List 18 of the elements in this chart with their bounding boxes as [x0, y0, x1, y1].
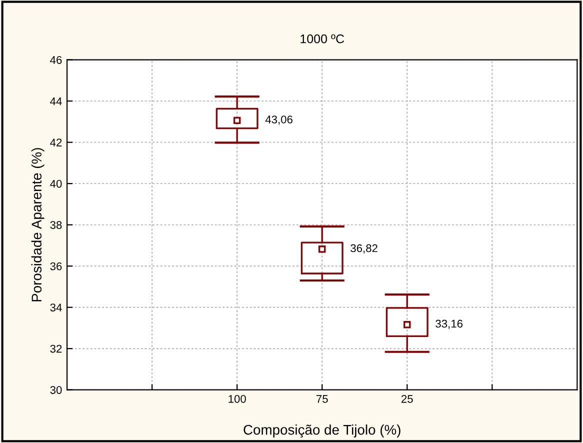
text: 36,82 — [350, 244, 378, 254]
text: 43,06 — [265, 116, 292, 125]
x-tick-label: 100 — [228, 394, 246, 403]
x-tick-label: 25 — [402, 394, 413, 403]
y-tick-label: 32 — [50, 344, 62, 353]
y-tick-label: 46 — [50, 56, 62, 64]
text: 33,16 — [436, 320, 462, 329]
y-tick-label: 38 — [50, 221, 62, 229]
chart-title: 1000 ºC — [300, 34, 344, 44]
y-tick-label: 42 — [50, 138, 62, 146]
y-tick-label: 36 — [50, 262, 62, 270]
y-tick-label: 30 — [50, 386, 62, 394]
x-tick-label: 75 — [316, 395, 328, 403]
y-tick-label: 40 — [50, 180, 62, 188]
y-tick-label: 44 — [50, 97, 62, 106]
y-tick-label: 34 — [50, 304, 62, 312]
x-axis-title: Composição de Tijolo (%) — [244, 424, 400, 438]
y-axis-title: Porosidade Aparente (%) — [31, 148, 44, 302]
